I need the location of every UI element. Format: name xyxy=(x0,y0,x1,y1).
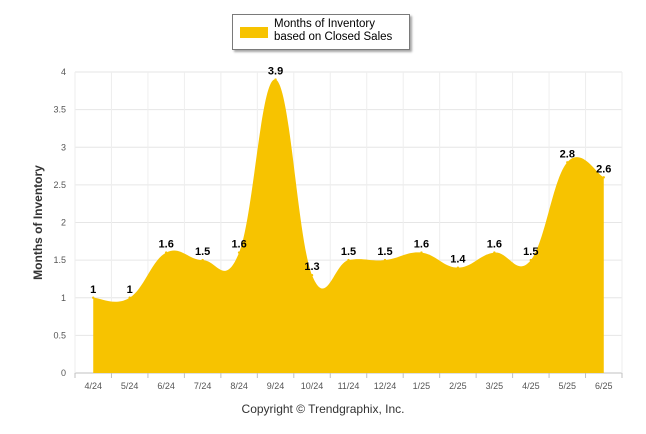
data-point xyxy=(529,258,533,262)
legend-swatch xyxy=(240,27,268,38)
data-point xyxy=(201,258,204,262)
x-tick-label: 10/24 xyxy=(301,381,324,391)
y-tick-label: 3 xyxy=(61,142,66,152)
y-tick-label: 0 xyxy=(61,368,66,378)
series-area xyxy=(93,79,604,373)
y-tick-label: 0.5 xyxy=(53,330,66,340)
y-tick-label: 2.5 xyxy=(53,180,66,190)
y-tick-label: 1.5 xyxy=(53,255,66,265)
data-label: 1.6 xyxy=(487,239,502,251)
data-label: 1.3 xyxy=(304,261,319,273)
x-tick-label: 4/24 xyxy=(84,381,102,391)
data-label: 3.9 xyxy=(268,66,283,78)
data-point xyxy=(310,273,314,277)
y-tick-label: 2 xyxy=(61,218,66,228)
x-tick-label: 5/24 xyxy=(121,381,139,391)
data-label: 2.6 xyxy=(596,163,611,175)
x-tick-label: 12/24 xyxy=(374,381,397,391)
data-label: 1.6 xyxy=(414,239,429,251)
y-tick-label: 3.5 xyxy=(53,105,66,115)
data-point xyxy=(128,296,131,299)
data-label: 1.5 xyxy=(377,246,392,258)
data-label: 1.4 xyxy=(450,254,466,266)
data-label: 1.5 xyxy=(195,246,210,258)
x-tick-label: 6/25 xyxy=(595,381,613,391)
chart-legend: Months of Inventory based on Closed Sale… xyxy=(232,14,410,50)
copyright-text: Copyright © Trendgraphix, Inc. xyxy=(241,402,405,416)
y-tick-label: 4 xyxy=(61,67,66,77)
x-tick-label: 4/25 xyxy=(522,381,540,391)
data-point xyxy=(92,296,95,299)
y-axis-title: Months of Inventory xyxy=(31,165,45,280)
x-tick-label: 11/24 xyxy=(338,381,360,391)
y-tick-label: 1 xyxy=(61,293,66,303)
x-tick-label: 6/24 xyxy=(157,381,175,391)
data-point xyxy=(237,251,241,254)
data-point xyxy=(164,251,168,254)
data-label: 1.5 xyxy=(341,246,356,258)
data-point xyxy=(347,258,350,262)
data-label: 1.5 xyxy=(523,246,538,258)
data-label: 2.8 xyxy=(560,148,575,160)
data-point xyxy=(456,266,460,269)
x-tick-label: 5/25 xyxy=(559,381,577,391)
x-tick-label: 7/24 xyxy=(194,381,212,391)
data-point xyxy=(602,176,605,179)
x-tick-label: 3/25 xyxy=(486,381,504,391)
data-point xyxy=(566,161,569,164)
data-point xyxy=(420,251,423,254)
x-tick-label: 8/24 xyxy=(230,381,248,391)
x-tick-label: 9/24 xyxy=(267,381,285,391)
data-label: 1 xyxy=(127,284,133,296)
data-point xyxy=(274,78,277,81)
data-point xyxy=(493,251,496,254)
data-label: 1.6 xyxy=(231,239,246,251)
x-tick-label: 1/25 xyxy=(413,381,431,391)
x-tick-label: 2/25 xyxy=(449,381,467,391)
data-point xyxy=(383,258,387,262)
legend-label: Months of Inventory based on Closed Sale… xyxy=(274,18,393,43)
data-label: 1 xyxy=(90,284,96,296)
data-label: 1.6 xyxy=(159,239,174,251)
